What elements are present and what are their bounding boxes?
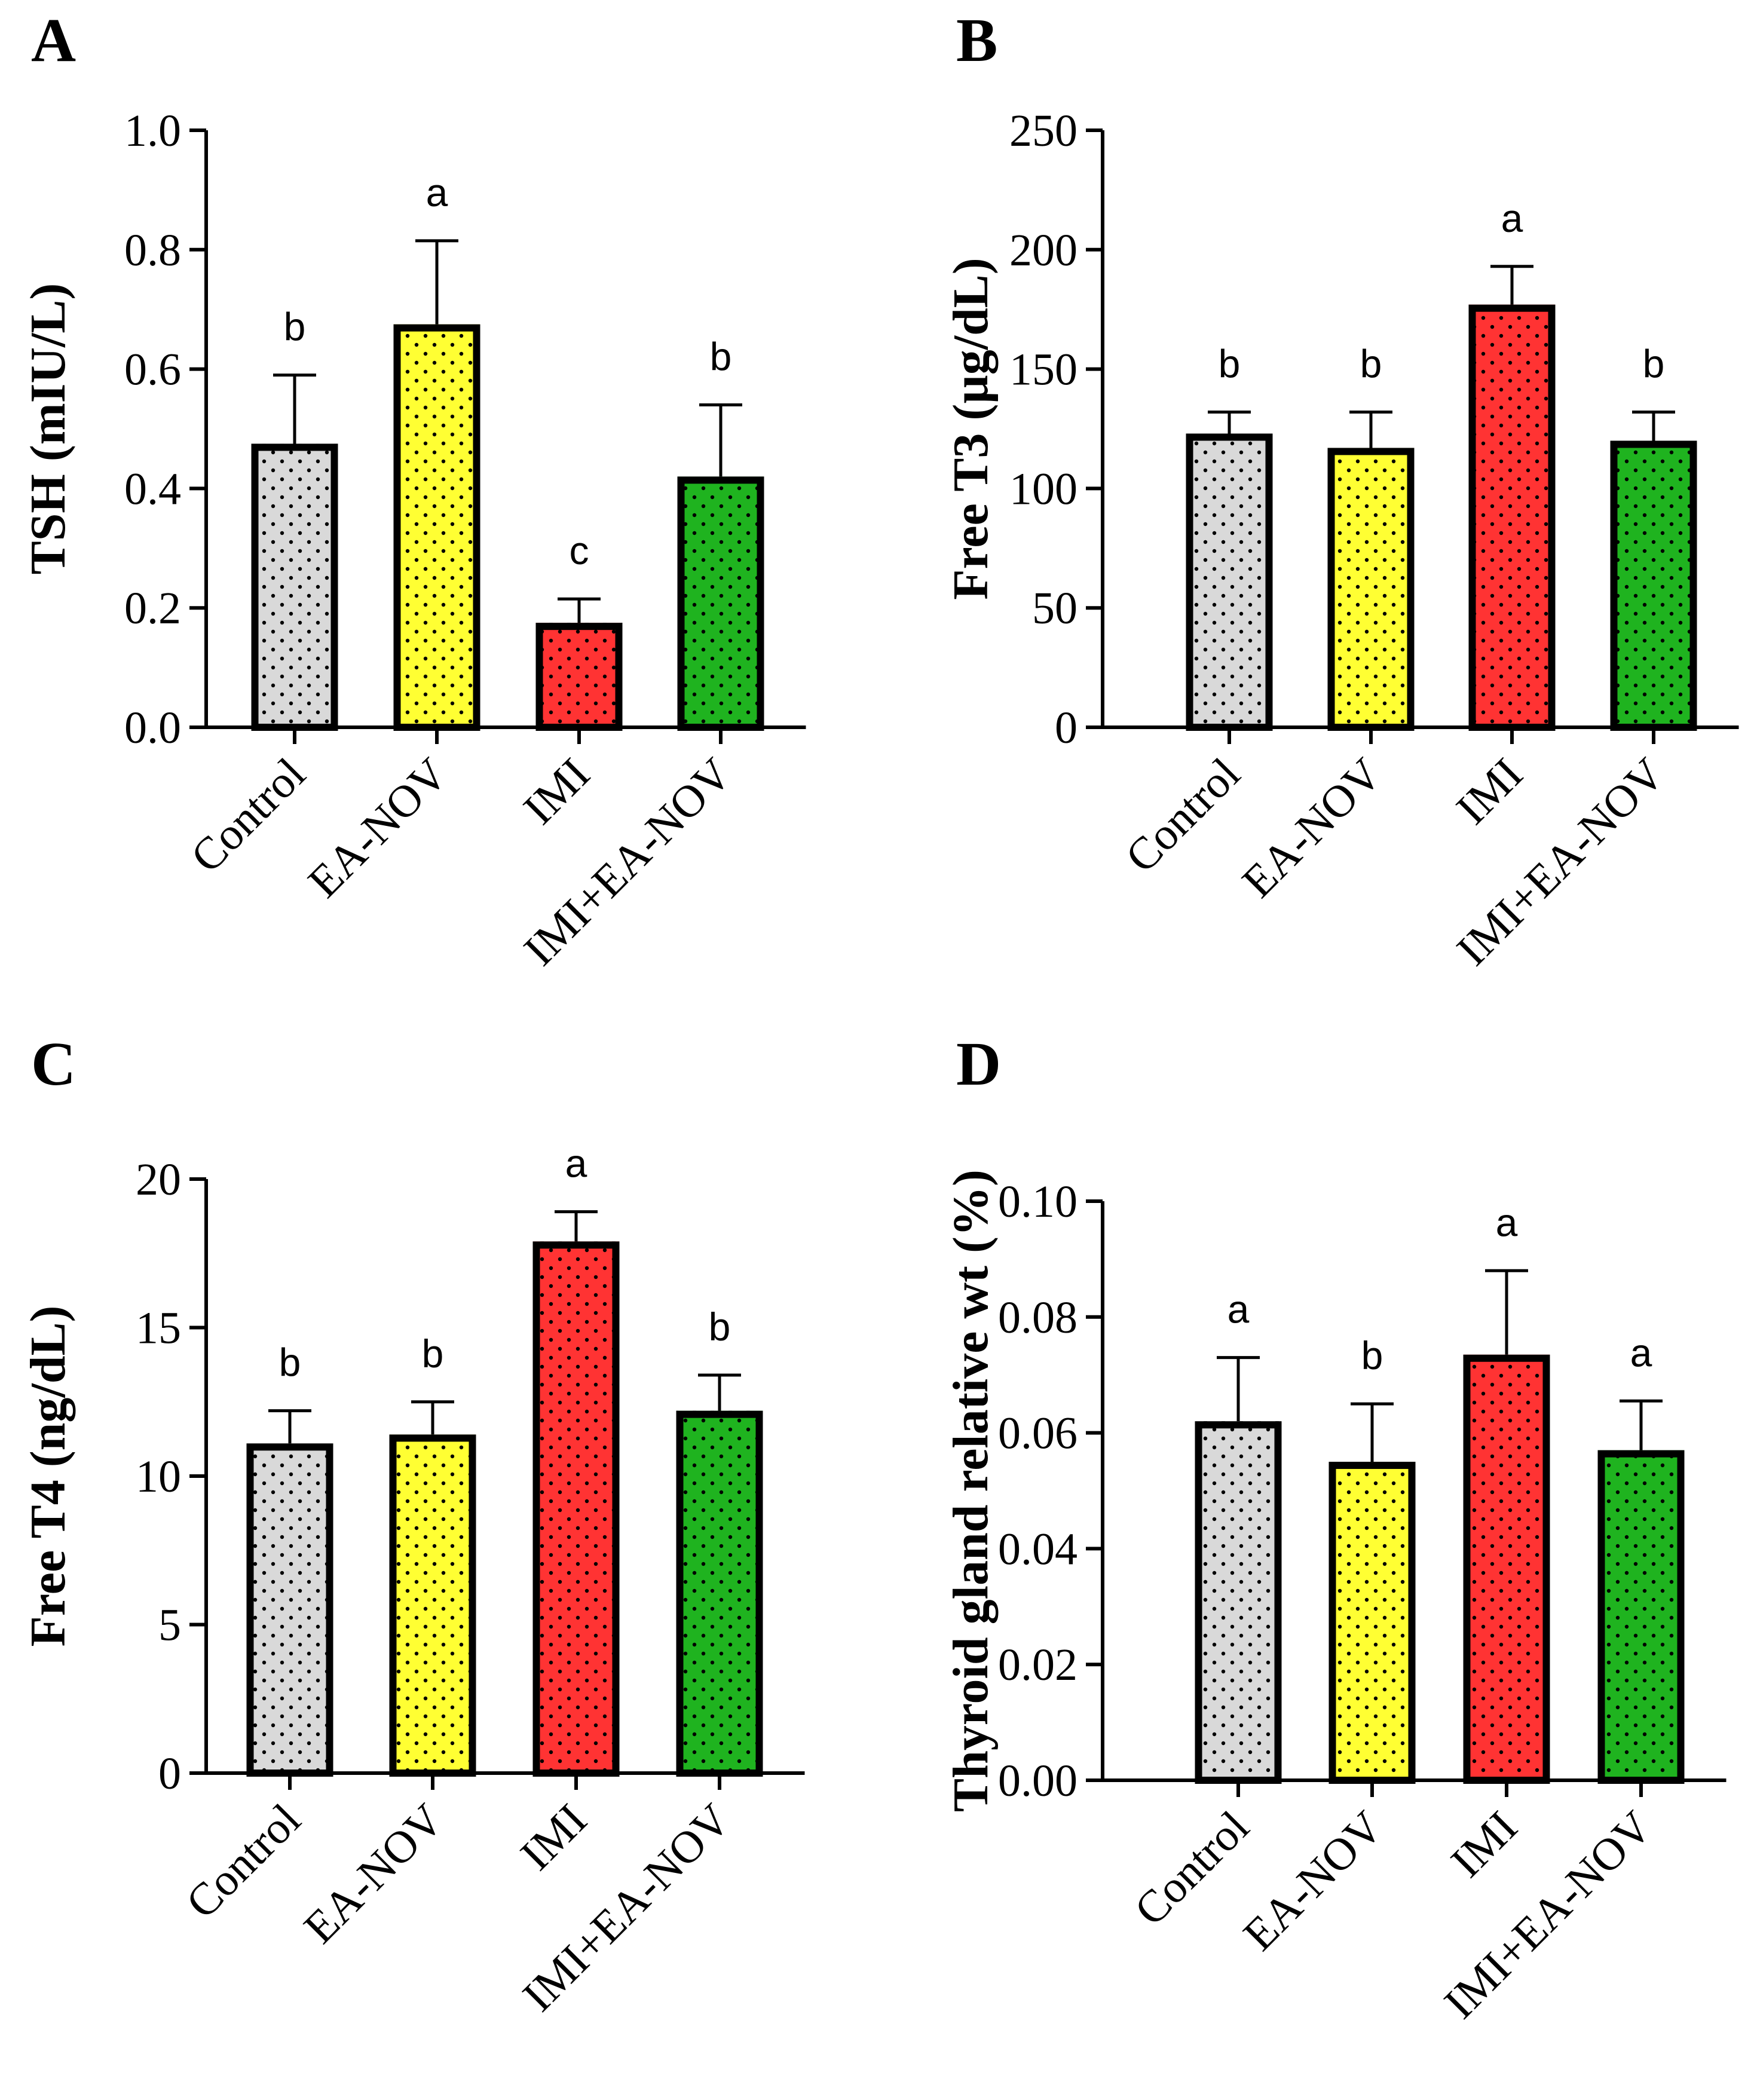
y-tick-label: 0 — [158, 1749, 181, 1799]
bar-dots-imi-ea-nov — [677, 476, 764, 727]
y-tick-label: 5 — [158, 1600, 181, 1651]
significance-control: b — [279, 1340, 301, 1385]
category-label-control: Control — [181, 749, 315, 883]
panel-letter-c: C — [31, 1030, 76, 1098]
panel-c-free-t4-chart: 0 5 10 15 20 Free T4 (ng/dL) b Control b EA-NOV a I… — [20, 1141, 805, 2021]
significance-imi-ea-nov: b — [1643, 342, 1665, 386]
significance-ea-nov: b — [1360, 342, 1382, 386]
bar-dots-imi-ea-nov — [676, 1410, 763, 1773]
y-tick-label: 150 — [1009, 345, 1077, 395]
y-tick-label: 0.06 — [998, 1409, 1077, 1459]
significance-control: a — [1228, 1287, 1250, 1331]
significance-imi: a — [1501, 196, 1523, 240]
bar-dots-imi — [535, 623, 623, 727]
y-tick-label: 0.6 — [124, 345, 181, 395]
significance-imi: a — [1496, 1200, 1518, 1244]
y-tick-label: 0.02 — [998, 1640, 1077, 1690]
significance-control: b — [284, 305, 306, 349]
bar-dots-imi — [532, 1241, 620, 1773]
panel-letter-a: A — [31, 6, 76, 75]
category-label-control: Control — [1116, 749, 1250, 883]
y-tick-label: 0.8 — [124, 225, 181, 275]
category-label-ea-nov: EA-NOV — [299, 749, 457, 907]
significance-imi-ea-nov: b — [710, 335, 732, 379]
y-tick-label: 0.4 — [124, 464, 181, 514]
y-tick-label: 0.2 — [124, 583, 181, 633]
category-label-imi: IMI — [511, 1795, 596, 1880]
panel-b-free-t3-chart: 0 50 100 150 200 250 Free T3 (µg/dL) b Control b E… — [943, 106, 1739, 975]
y-tick-label: 0.00 — [998, 1756, 1077, 1806]
panel-letter-d: D — [956, 1030, 1001, 1098]
category-label-ea-nov: EA-NOV — [1233, 749, 1391, 907]
significance-ea-nov: b — [422, 1331, 444, 1376]
significance-ea-nov: a — [426, 170, 448, 215]
y-axis-title: Free T4 (ng/dL) — [20, 1306, 76, 1647]
bar-dots-ea-nov — [1327, 448, 1415, 727]
panel-letter-b: B — [956, 6, 997, 75]
y-tick-label: 0.08 — [998, 1293, 1077, 1343]
y-tick-label: 100 — [1009, 464, 1077, 514]
y-tick-label: 20 — [136, 1155, 181, 1205]
y-tick-label: 200 — [1009, 225, 1077, 275]
y-tick-label: 0.04 — [998, 1524, 1077, 1574]
bar-dots-control — [246, 1443, 333, 1773]
y-axis-title: Free T3 (µg/dL) — [943, 258, 999, 600]
bar-dots-control — [1186, 433, 1273, 727]
category-label-ea-nov: EA-NOV — [1234, 1802, 1392, 1960]
category-label-imi: IMI — [1447, 749, 1532, 834]
bar-dots-ea-nov — [1328, 1462, 1416, 1780]
category-label-control: Control — [1125, 1802, 1259, 1936]
panel-a-tsh-chart: 0.0 0.2 0.4 0.6 0.8 1.0 TSH (mIU/L) b Control a EA… — [20, 106, 806, 975]
bar-dots-imi-ea-nov — [1597, 1450, 1685, 1780]
category-label-imi: IMI — [1441, 1802, 1527, 1887]
y-tick-label: 0 — [1055, 703, 1077, 753]
significance-imi-ea-nov: b — [709, 1305, 731, 1349]
y-axis-title: TSH (mIU/L) — [20, 283, 76, 575]
y-tick-label: 10 — [136, 1452, 181, 1502]
bar-dots-control — [251, 443, 338, 727]
significance-imi: c — [570, 528, 589, 573]
bar-dots-ea-nov — [389, 1434, 476, 1773]
bar-dots-imi-ea-nov — [1610, 440, 1697, 727]
category-label-ea-nov: EA-NOV — [295, 1795, 453, 1953]
y-axis-title: Thyroid gland relative wt (%) — [943, 1170, 999, 1812]
bar-dots-ea-nov — [393, 324, 480, 727]
y-tick-label: 1.0 — [124, 106, 181, 156]
y-tick-label: 0.0 — [124, 703, 181, 753]
significance-ea-nov: b — [1361, 1333, 1383, 1377]
category-label-control: Control — [176, 1795, 310, 1928]
y-tick-label: 250 — [1009, 106, 1077, 156]
significance-imi: a — [565, 1141, 587, 1186]
significance-control: b — [1219, 342, 1241, 386]
y-tick-label: 15 — [136, 1303, 181, 1354]
bar-dots-control — [1195, 1421, 1282, 1780]
category-label-imi: IMI — [514, 749, 599, 834]
bar-dots-imi — [1468, 304, 1556, 727]
y-tick-label: 0.10 — [998, 1177, 1077, 1227]
y-tick-label: 50 — [1032, 583, 1077, 633]
significance-imi-ea-nov: a — [1630, 1330, 1652, 1375]
bar-dots-imi — [1463, 1354, 1550, 1780]
